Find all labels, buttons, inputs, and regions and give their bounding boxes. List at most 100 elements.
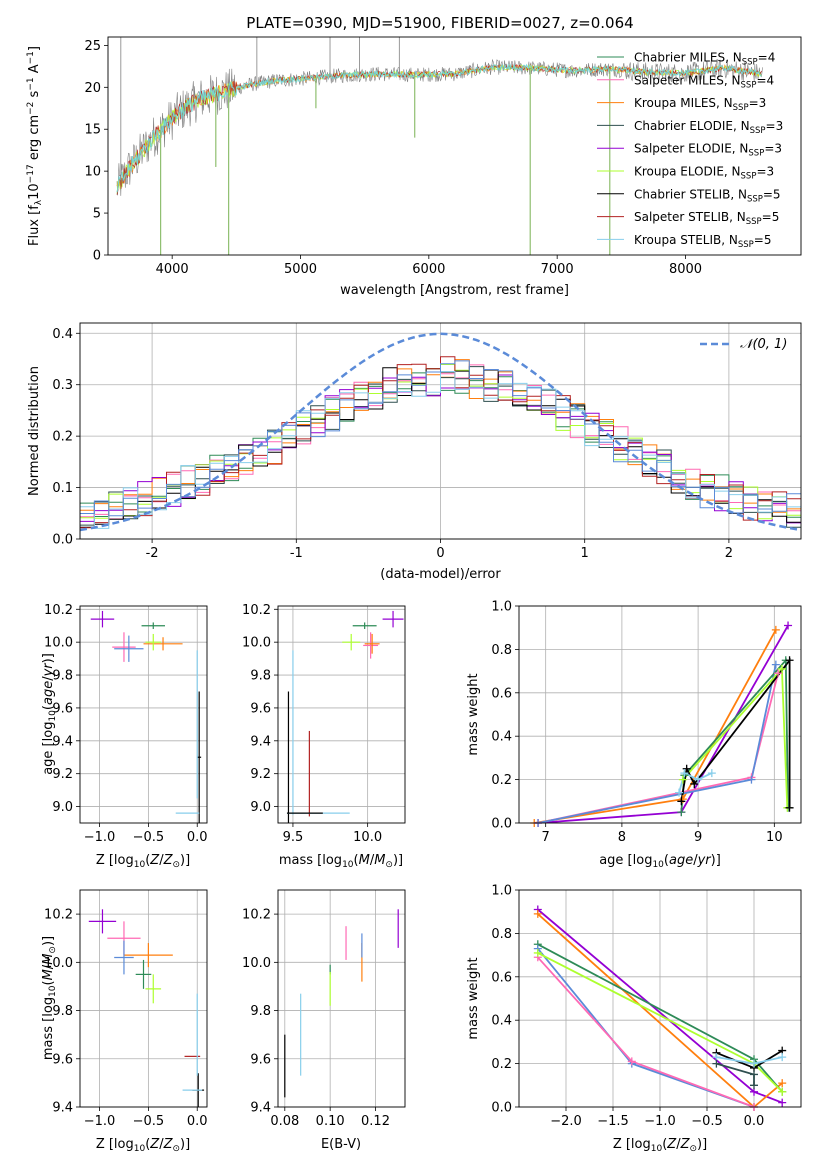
y-tick-label: 0.0 (491, 1101, 512, 1116)
residuals-plot-area (80, 332, 801, 539)
massweight_vs_age-plot-area (534, 625, 791, 823)
x-tick-label: 10 (766, 830, 783, 845)
y-axis-label: age [log10(age/yr)] (41, 653, 58, 775)
x-tick-label: 0.08 (270, 1114, 299, 1129)
gaussian-curve (80, 332, 801, 532)
y-tick-label: 0.8 (491, 643, 512, 658)
series-line (537, 664, 777, 823)
x-tick-label: 0 (436, 546, 444, 561)
age_vs_mass-panel: 9.5 10.0 9.0 9.2 9.4 9.6 9.8 10.0 10.2 mass [log1… (242, 603, 406, 870)
legend-label: 𝒩(0, 1) (740, 337, 787, 352)
series-marker (627, 1057, 636, 1066)
x-tick-label: 9 (694, 830, 702, 845)
y-tick-label: 10.2 (44, 603, 73, 618)
errorbar-point (114, 940, 134, 975)
errorbar-point (88, 909, 117, 934)
series-marker (694, 775, 703, 784)
y-tick-label: 25 (84, 39, 101, 54)
x-axis-label: age [log10(age/yr)] (599, 853, 721, 870)
x-tick-label: 4000 (156, 262, 189, 277)
x-tick-label: 9.5 (283, 830, 304, 845)
y-tick-label: 0.2 (491, 1057, 512, 1072)
x-tick-label: −0.5 (133, 1114, 165, 1129)
errorbar-point (143, 637, 183, 651)
mass_vs_EBV-plot-area (284, 909, 399, 1098)
y-tick-label: 1.0 (491, 600, 512, 615)
x-tick-label: 5000 (284, 262, 317, 277)
series-marker (778, 1087, 787, 1096)
legend-label: Chabrier MILES, NSSP=4 (634, 51, 775, 68)
axes-frame (79, 322, 802, 540)
x-tick-label: −1.0 (84, 1114, 116, 1129)
model-spectrum-line (116, 63, 762, 193)
legend-label: Kroupa STELIB, NSSP=5 (634, 233, 772, 250)
y-tick-label: 9.8 (250, 669, 271, 684)
series-marker (678, 775, 687, 784)
y-tick-label: 9.8 (250, 1004, 271, 1019)
mass_vs_Z-panel: −1.0 −0.5 0.0 9.4 9.6 9.8 10.0 10.2 Z [log10(Z/Z… (41, 889, 208, 1154)
y-tick-label: 0.6 (491, 686, 512, 701)
series-marker (771, 660, 780, 669)
histogram-step (80, 371, 801, 539)
y-tick-label: 0.6 (491, 970, 512, 985)
x-tick-label: 2 (725, 546, 733, 561)
series-marker (677, 808, 686, 817)
y-tick-label: 9.0 (52, 800, 73, 815)
series-marker (747, 775, 756, 784)
series-marker (682, 764, 691, 773)
residuals-panel: -2 -1 0 1 2 0.0 0.1 0.2 0.3 0.4 𝒩(0, 1) (data-model… (27, 322, 802, 582)
errorbar-point (135, 959, 152, 989)
y-tick-label: 0.8 (491, 927, 512, 942)
mass_vs_EBV-panel: 0.08 0.10 0.12 9.4 9.6 9.8 10.0 10.2 E(B-V) (242, 889, 406, 1152)
y-tick-label: 9.4 (52, 1101, 73, 1116)
series-line (537, 913, 783, 1107)
axes-frame (79, 889, 208, 1108)
errorbar-point (342, 633, 361, 651)
y-tick-label: 10.0 (44, 636, 73, 651)
series-marker (677, 797, 686, 806)
model-spectrum-line (116, 63, 763, 195)
x-axis-label: Z [log10(Z/Z⊙)] (96, 853, 190, 870)
axes-frame (518, 889, 802, 1108)
errorbar-point (114, 635, 144, 662)
age_vs_Z-plot-area (90, 610, 202, 823)
series-line (680, 657, 791, 808)
y-tick-label: 9.4 (250, 1101, 271, 1116)
x-axis-label: wavelength [Angstrom, rest frame] (340, 283, 569, 298)
y-tick-label: 0.4 (491, 730, 512, 745)
series-marker (712, 1059, 721, 1068)
errorbar-point (112, 632, 136, 662)
y-tick-label: 9.6 (250, 1052, 271, 1067)
legend-label: Salpeter STELIB, NSSP=5 (634, 210, 779, 227)
x-tick-label: −1.5 (597, 1114, 629, 1129)
x-tick-label: 8000 (669, 262, 702, 277)
y-tick-label: 9.0 (250, 800, 271, 815)
series-marker (750, 1070, 758, 1079)
y-tick-label: 0 (93, 249, 101, 264)
y-tick-label: 9.6 (52, 1052, 73, 1067)
axes-frame (277, 605, 406, 824)
y-tick-label: 0.0 (491, 817, 512, 832)
errorbar-point (197, 691, 202, 823)
y-axis-label: Normed distribution (27, 366, 42, 496)
series-marker (784, 621, 793, 630)
x-axis-label: mass [log10(M/M⊙)] (279, 853, 403, 870)
y-tick-label: 9.8 (52, 1004, 73, 1019)
y-tick-label: 9.2 (250, 767, 271, 782)
series-marker (785, 803, 794, 812)
errorbar-point (90, 610, 115, 628)
series-line (538, 625, 789, 823)
series-marker (533, 948, 542, 957)
x-tick-label: 7000 (541, 262, 574, 277)
series-marker (750, 1081, 758, 1090)
figure-title: PLATE=0390, MJD=51900, FIBERID=0027, z=0… (246, 14, 633, 32)
x-tick-label: 0.12 (361, 1114, 390, 1129)
y-tick-label: 0.2 (491, 773, 512, 788)
series-line (716, 1062, 755, 1086)
y-tick-label: 9.4 (250, 734, 271, 749)
errorbar-point (364, 633, 380, 654)
y-tick-label: 15 (84, 123, 101, 138)
y-tick-label: 9.4 (52, 734, 73, 749)
legend-label: Chabrier STELIB, NSSP=5 (634, 187, 781, 204)
axes-frame (79, 605, 208, 824)
